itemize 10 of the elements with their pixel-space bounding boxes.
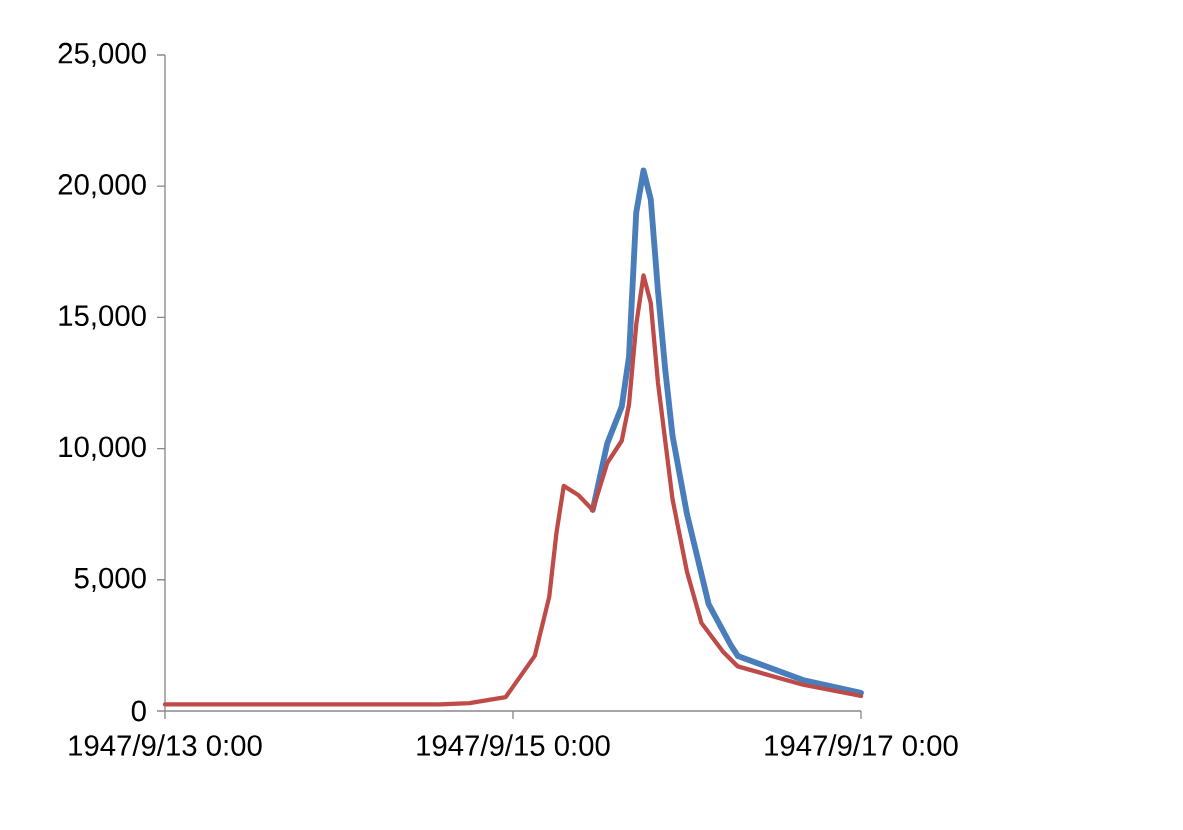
y-tick-label: 0 [131, 700, 146, 722]
x-tick-label: 1947/9/15 0:00 [417, 734, 610, 756]
y-tick-label: 15,000 [59, 305, 146, 330]
x-tick-label: 1947/9/13 0:00 [69, 734, 262, 756]
y-tick-label: 25,000 [58, 42, 146, 68]
x-tick-label: 1947/9/17 0:00 [765, 734, 958, 756]
y-tick-label: 20,000 [58, 174, 146, 199]
line-series [162, 273, 864, 707]
y-tick-label: 5,000 [74, 567, 146, 592]
y-tick-label: 10,000 [59, 436, 146, 461]
